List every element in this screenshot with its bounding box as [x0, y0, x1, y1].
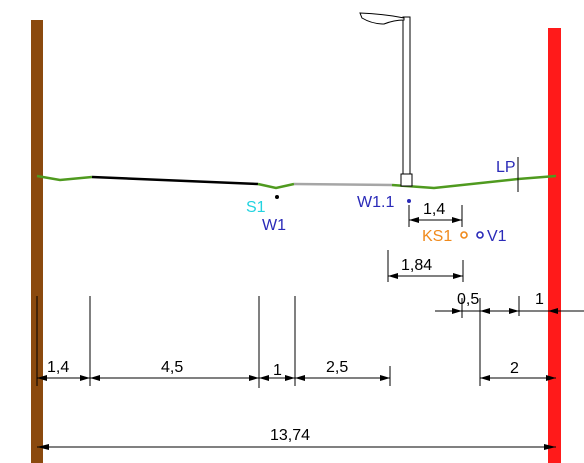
dimension-total: [37, 444, 556, 450]
dimension-2: [479, 318, 556, 386]
dim-label-4-5: 4,5: [161, 359, 183, 376]
road-surface-dark: [91, 175, 259, 186]
dimension-1-84: [387, 250, 464, 282]
dimension-1-4-top: [408, 205, 463, 227]
label-lp: LP: [496, 159, 516, 176]
dimension-chain-lower: [36, 296, 391, 388]
point-marker-icon: [275, 195, 279, 199]
dim-label-total: 13,74: [270, 427, 310, 444]
manhole-icon: [460, 231, 468, 239]
ground-right: [391, 174, 557, 190]
ground-left: [36, 174, 93, 182]
label-s1: S1: [246, 199, 266, 216]
dim-label-2: 2: [510, 360, 519, 377]
dim-label-1-4-left: 1,4: [47, 359, 69, 376]
dim-label-1-mid: 1: [273, 362, 282, 379]
dim-label-1-4-top: 1,4: [423, 201, 445, 218]
dim-label-1-84: 1,84: [401, 257, 432, 274]
ground-mid: [257, 182, 295, 190]
label-w1: W1: [262, 217, 286, 234]
dim-label-0-5: 0,5: [457, 291, 479, 308]
left-wall: [31, 20, 43, 463]
right-wall: [548, 28, 561, 463]
point-marker-icon: [407, 199, 411, 203]
dim-label-1-right: 1: [535, 291, 544, 308]
label-v1: V1: [487, 228, 507, 245]
dim-label-2-5: 2,5: [326, 359, 348, 376]
street-lamp-icon: [359, 12, 413, 187]
dimension-0-5-and-1: [435, 296, 584, 318]
label-w1-1: W1.1: [357, 194, 394, 211]
road-surface-light: [293, 182, 393, 187]
label-ks1: KS1: [422, 228, 452, 245]
manhole-icon: [476, 231, 484, 239]
